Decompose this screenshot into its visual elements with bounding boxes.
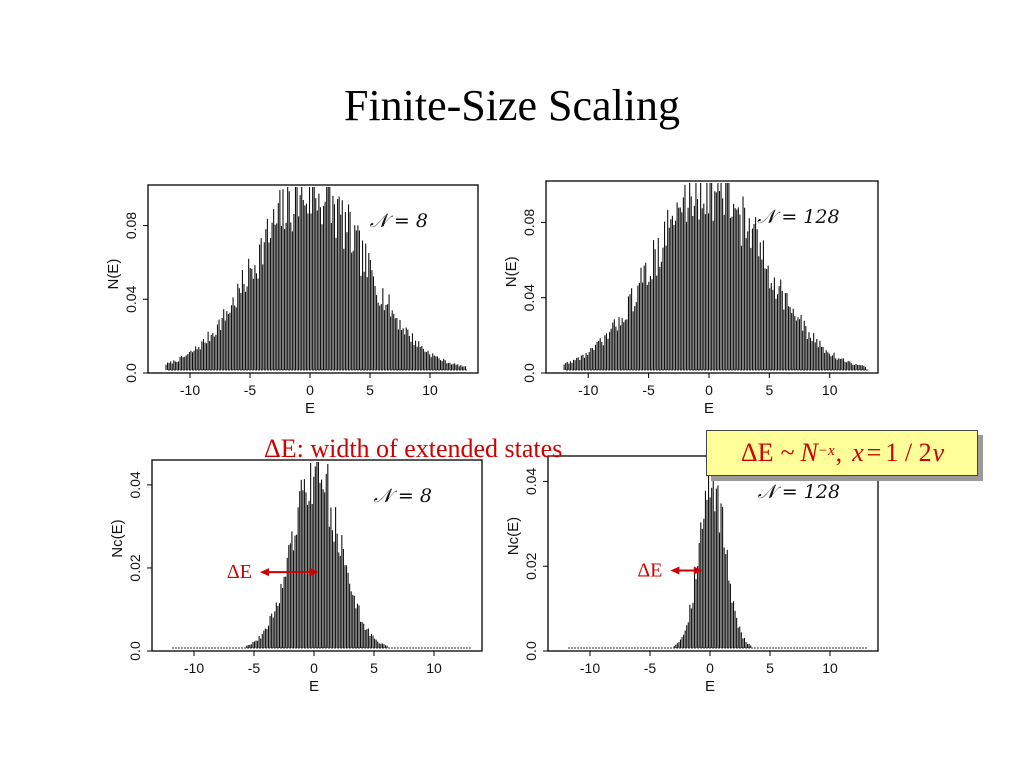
y-axis-label: Nc(E): [109, 519, 126, 557]
width-arrow-head-right: [309, 568, 319, 577]
x-tick-label: 0: [706, 660, 714, 676]
plot-frame: [151, 459, 483, 652]
width-arrow-head-right: [693, 566, 703, 575]
x-tick-label: -5: [644, 660, 657, 676]
y-tick-label: 0.0: [523, 641, 539, 661]
x-tick-label: 5: [766, 660, 774, 676]
x-tick-label: -10: [184, 660, 204, 676]
x-tick-label: 10: [822, 382, 838, 398]
x-tick-label: 5: [765, 382, 773, 398]
y-tick-label: 0.04: [123, 285, 139, 312]
system-size-annotation: 𝒩 = 8: [370, 210, 428, 232]
y-tick-label: 0.0: [521, 363, 537, 383]
histogram-bars: [165, 187, 467, 370]
x-axis-label: E: [705, 678, 715, 695]
x-axis-label: E: [309, 678, 319, 695]
x-tick-label: 0: [705, 382, 713, 398]
y-tick-label: 0.04: [127, 471, 143, 498]
system-size-annotation: 𝒩 = 128: [758, 481, 840, 503]
chart-panel-bottom-left: -10 -5 0 5 10 E 0.0 0.02 0.04 Nc(E) 𝒩 = 8 ΔE: [100, 450, 490, 710]
chart-panel-top-right: -10 -5 0 5 10 E 0.0 0.04 0.08 N(E) 𝒩 = 128: [500, 175, 890, 425]
y-tick-label: 0.02: [127, 554, 143, 581]
histogram-chart-top-left: -10 -5 0 5 10 E 0.0 0.04 0.08 N(E) 𝒩 = 8: [105, 184, 479, 417]
formula-x: x: [852, 438, 864, 467]
histogram-chart-bottom-right: -10 -5 0 5 10 E 0.0 0.02 0.04 Nc(E) 𝒩 = 128 ΔE: [505, 455, 879, 695]
plot-frame: [545, 180, 879, 374]
width-arrow-head-left: [670, 566, 680, 575]
formula-equals: =: [866, 438, 882, 467]
chart-panel-top-left: -10 -5 0 5 10 E 0.0 0.04 0.08 N(E) 𝒩 = 8: [100, 175, 490, 425]
width-arrow-head-left: [260, 568, 269, 577]
y-axis-label: N(E): [105, 259, 122, 290]
y-tick-label: 0.08: [521, 209, 537, 236]
y-axis-label: N(E): [503, 256, 520, 287]
x-tick-label: -5: [248, 660, 261, 676]
y-axis-label: Nc(E): [505, 517, 522, 555]
width-marker-label: ΔE: [637, 559, 662, 581]
x-tick-label: -5: [642, 382, 655, 398]
formula-delta-e: ΔE: [740, 438, 774, 467]
system-size-annotation: 𝒩 = 128: [757, 206, 839, 228]
y-tick-label: 0.08: [123, 212, 139, 239]
width-marker-label: ΔE: [227, 561, 252, 583]
x-tick-label: 5: [370, 660, 378, 676]
formula-tilde: ~: [780, 438, 795, 467]
formula-nu: ν: [932, 438, 945, 467]
x-axis-label: E: [704, 400, 714, 417]
chart-panel-bottom-right: -10 -5 0 5 10 E 0.0 0.02 0.04 Nc(E) 𝒩 = 128 ΔE: [500, 450, 890, 710]
formula-exponent: −x: [817, 442, 835, 459]
x-tick-label: 0: [306, 382, 314, 398]
x-tick-label: 10: [422, 382, 438, 398]
system-size-annotation: 𝒩 = 8: [374, 485, 432, 507]
x-tick-label: 10: [822, 660, 838, 676]
histogram-bars: [563, 183, 866, 370]
formula-rhs: 1 / 2: [885, 438, 932, 467]
x-tick-label: -5: [244, 382, 257, 398]
x-tick-label: -10: [580, 660, 600, 676]
y-tick-label: 0.02: [523, 552, 539, 579]
formula-n: N: [800, 438, 818, 467]
plot-frame: [147, 184, 479, 374]
x-axis-label: E: [305, 400, 315, 417]
y-tick-label: 0.04: [523, 468, 539, 495]
histogram-chart-bottom-left: -10 -5 0 5 10 E 0.0 0.02 0.04 Nc(E) 𝒩 = 8 ΔE: [109, 459, 483, 695]
y-tick-label: 0.0: [123, 363, 139, 383]
histogram-bars: [246, 462, 388, 648]
y-tick-label: 0.0: [127, 641, 143, 661]
y-tick-label: 0.04: [521, 284, 537, 311]
x-tick-label: 5: [366, 382, 374, 398]
x-tick-label: 10: [426, 660, 442, 676]
histogram-bars: [673, 460, 752, 648]
x-tick-label: 0: [310, 660, 318, 676]
extended-states-caption: ΔE: width of extended states: [264, 434, 563, 463]
formula-comma: ,: [835, 438, 843, 467]
x-tick-label: -10: [180, 382, 200, 398]
slide-title: Finite-Size Scaling: [343, 81, 681, 130]
histogram-chart-top-right: -10 -5 0 5 10 E 0.0 0.04 0.08 N(E) 𝒩 = 128: [503, 180, 879, 417]
x-tick-label: -10: [578, 382, 598, 398]
